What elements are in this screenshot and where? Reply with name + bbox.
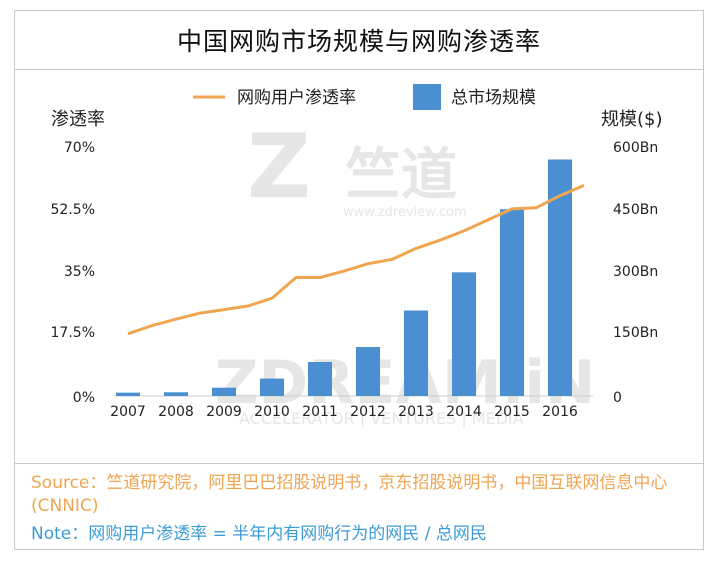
x-tick-label: 2012 [350, 404, 386, 420]
bar-2009 [212, 387, 236, 396]
note-text: Note：网购用户渗透率 = 半年内有网购行为的网民 / 总网民 [31, 524, 487, 544]
chart-canvas: Z 竺道 www.zdreview.com ZDREAM.iN ACCELERA… [51, 84, 663, 428]
left-tick-label: 35% [64, 264, 95, 280]
bar-2015 [500, 209, 524, 396]
right-axis-ticks: 600Bn 450Bn 300Bn 150Bn 0 [613, 140, 658, 406]
legend-bar-swatch [413, 84, 441, 110]
line-series [127, 184, 585, 336]
watermark-top-brand: 竺道 [345, 143, 457, 208]
right-tick-label: 450Bn [613, 202, 658, 218]
left-tick-label: 52.5% [51, 202, 95, 218]
x-tick-label: 2007 [110, 404, 146, 420]
left-axis-ticks: 70% 52.5% 35% 17.5% 0% [51, 140, 95, 406]
penetration-line [127, 184, 585, 336]
bar-2014 [452, 272, 476, 396]
x-tick-label: 2014 [446, 404, 482, 420]
left-tick-label: 17.5% [51, 325, 95, 341]
right-tick-label: 150Bn [613, 325, 658, 341]
x-tick-label: 2008 [158, 404, 194, 420]
left-axis-title: 渗透率 [51, 109, 105, 130]
watermark-top: Z 竺道 www.zdreview.com [247, 115, 467, 220]
x-tick-label: 2016 [542, 404, 578, 420]
x-tick-label: 2013 [398, 404, 434, 420]
left-tick-label: 0% [73, 390, 95, 406]
bar-2013 [404, 310, 428, 396]
bar-2011 [308, 361, 332, 396]
legend: 网购用户渗透率 总市场规模 [193, 84, 536, 110]
right-tick-label: 600Bn [613, 140, 658, 156]
x-tick-label: 2009 [206, 404, 242, 420]
bar-2008 [164, 392, 188, 396]
right-tick-label: 300Bn [613, 264, 658, 280]
title-bar: 中国网购市场规模与网购渗透率 [15, 11, 703, 70]
watermark-top-url: www.zdreview.com [343, 205, 467, 220]
legend-line-label: 网购用户渗透率 [237, 88, 356, 108]
page-title: 中国网购市场规模与网购渗透率 [176, 27, 541, 56]
watermark-logo-z: Z [247, 115, 311, 218]
bar-2010 [260, 378, 284, 396]
right-tick-label: 0 [613, 390, 622, 406]
source-text: Source：竺道研究院，阿里巴巴招股说明书，京东招股说明书，中国互联网信息中心… [31, 473, 668, 516]
x-axis-labels: 2007 2008 2009 2010 2011 2012 2013 2014 … [110, 404, 578, 420]
bar-2012 [356, 347, 380, 396]
bar-2007 [116, 392, 140, 396]
x-tick-label: 2015 [494, 404, 530, 420]
legend-bar-label: 总市场规模 [451, 88, 536, 108]
x-tick-label: 2011 [302, 404, 338, 420]
chart-frame: 中国网购市场规模与网购渗透率 Z 竺道 www.zdreview.com ZDR… [14, 10, 704, 550]
x-tick-label: 2010 [254, 404, 290, 420]
left-tick-label: 70% [64, 140, 95, 156]
watermark-bottom-sub: ACCELERATOR | VENTURES | MEDIA [239, 409, 524, 428]
right-axis-title: 规模($) [601, 109, 663, 130]
notes-panel: Source：竺道研究院，阿里巴巴招股说明书，京东招股说明书，中国互联网信息中心… [15, 463, 703, 549]
